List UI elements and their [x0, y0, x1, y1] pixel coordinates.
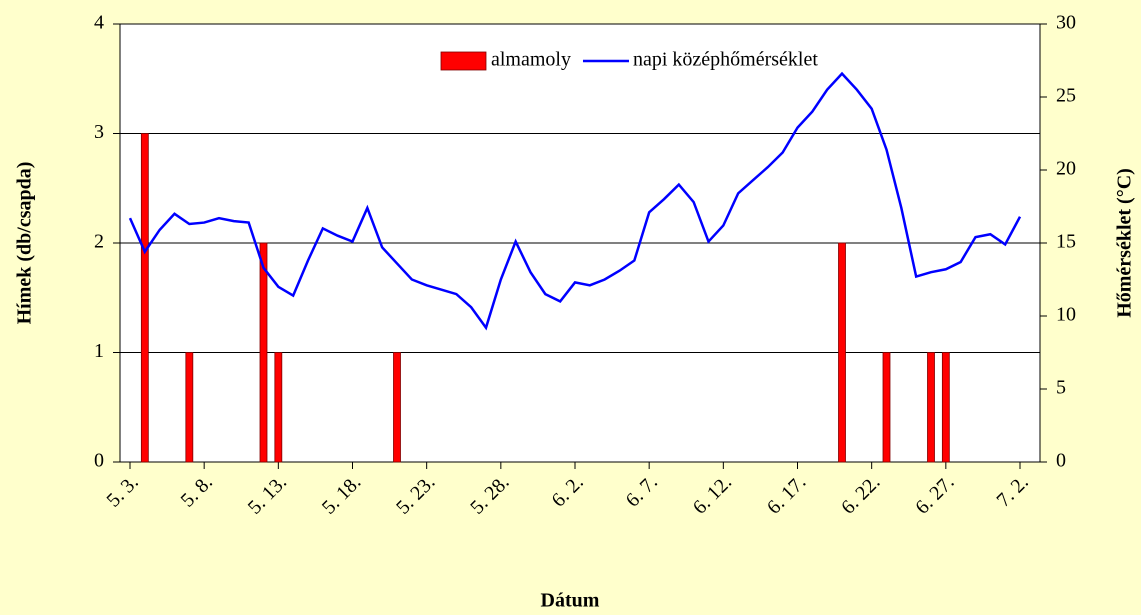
x-tick-label: 6. 2.	[547, 471, 587, 511]
x-tick-label: 6. 27.	[911, 471, 958, 518]
x-tick-label: 5. 3.	[102, 471, 142, 511]
bar	[927, 352, 935, 463]
x-tick-label: 6. 7.	[622, 471, 662, 511]
y2-tick-label: 15	[1056, 231, 1076, 253]
x-tick-label: 7. 2.	[992, 471, 1032, 511]
y2-tick-label: 0	[1056, 450, 1066, 472]
bar	[941, 352, 950, 463]
legend-label: napi középhőmérséklet	[633, 49, 818, 71]
y-tick-label: 3	[94, 121, 104, 143]
x-tick-label: 5. 18.	[318, 471, 365, 518]
y-axis-title: Hímek (db/csapda)	[14, 162, 36, 325]
x-tick-label: 5. 28.	[466, 471, 513, 518]
x-axis-title: Dátum	[541, 590, 600, 612]
x-tick-label: 5. 8.	[177, 471, 217, 511]
y-tick-label: 2	[94, 231, 104, 253]
y2-axis-title: Hőmérséklet (°C)	[1114, 168, 1136, 318]
y-tick-label: 0	[94, 450, 104, 472]
bar	[838, 242, 846, 463]
line	[128, 71, 1022, 331]
x-tick-label: 6. 22.	[837, 471, 884, 518]
y-tick-label: 4	[94, 12, 104, 34]
y2-tick-label: 5	[1056, 377, 1066, 399]
y2-tick-label: 20	[1056, 158, 1076, 180]
y2-tick-label: 25	[1056, 85, 1076, 107]
legend-swatch	[440, 51, 487, 71]
y2-tick-label: 30	[1056, 12, 1076, 34]
bar	[259, 242, 268, 463]
bar	[882, 352, 891, 463]
x-tick-label: 6. 17.	[763, 471, 810, 518]
y2-tick-label: 10	[1056, 304, 1076, 326]
y-tick-label: 1	[94, 340, 104, 362]
bar	[274, 352, 283, 463]
legend-label: almamoly	[491, 49, 571, 71]
x-tick-label: 5. 13.	[244, 471, 291, 518]
bar	[393, 352, 401, 463]
bar	[185, 352, 194, 463]
x-tick-label: 6. 12.	[689, 471, 736, 518]
bar	[140, 133, 149, 463]
x-tick-label: 5. 23.	[392, 471, 439, 518]
